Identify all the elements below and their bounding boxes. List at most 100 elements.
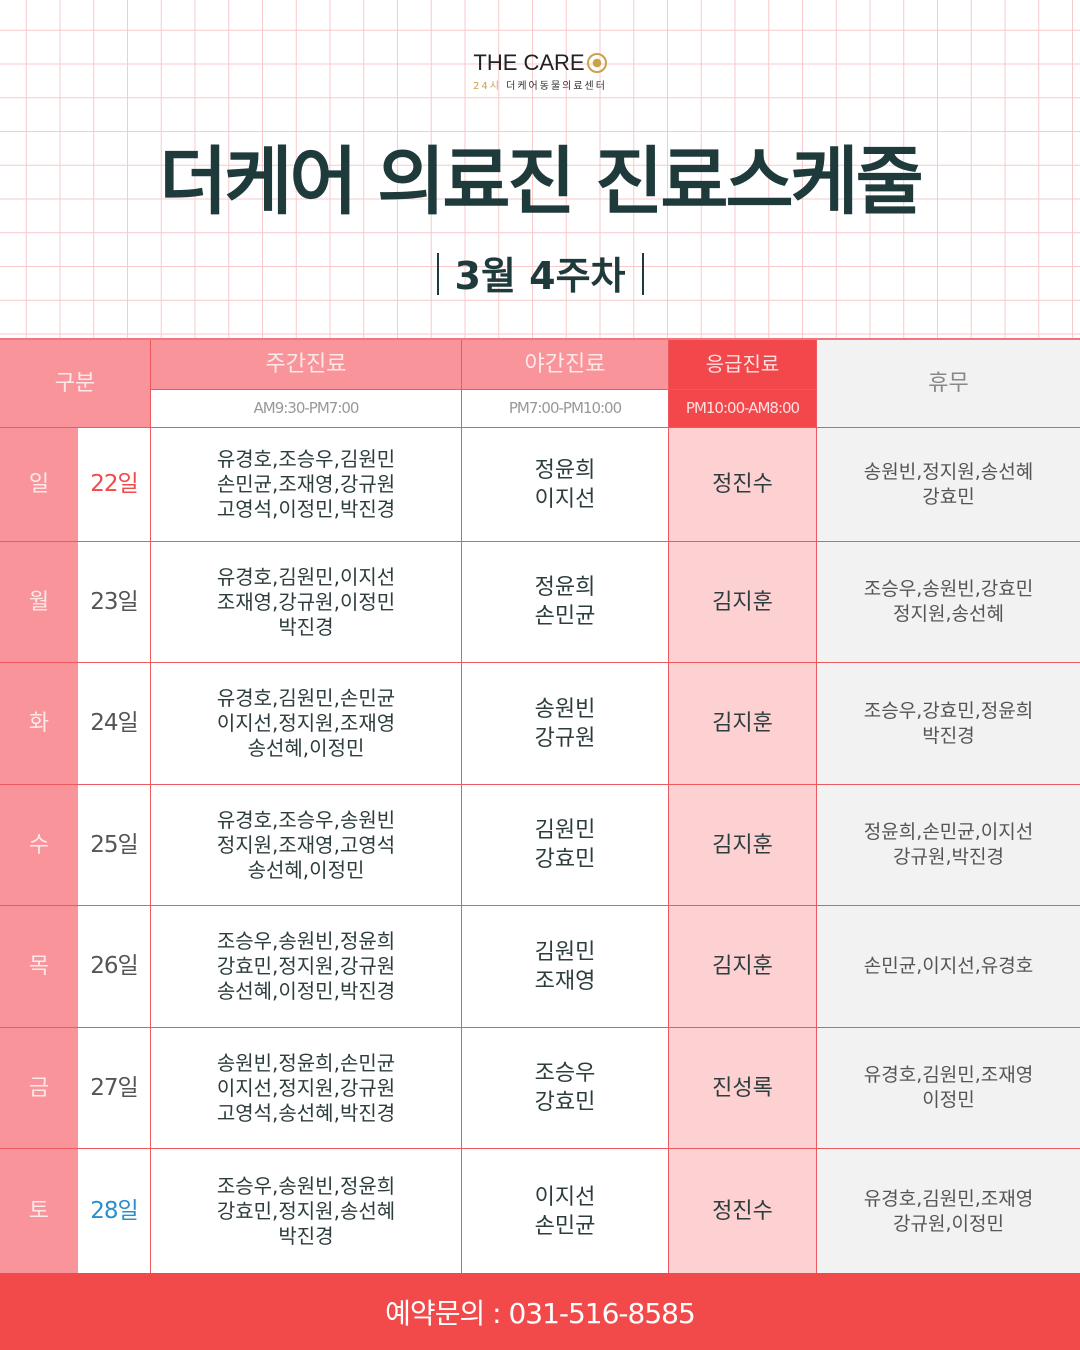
name-line: 유경호,김원민,손민균 <box>216 686 396 710</box>
header-night-shift: 야간진료 <box>462 340 669 390</box>
header-day-shift: 주간진료 <box>151 340 462 390</box>
date-cell: 23일 <box>78 542 151 663</box>
name-line: 정지원,송선혜 <box>893 603 1004 625</box>
emergency-cell: 진성록 <box>669 1028 817 1149</box>
date-cell: 28일 <box>78 1149 151 1275</box>
name-line: 이지선 <box>534 486 596 512</box>
name-line: 손민균 <box>534 1213 596 1239</box>
off-cell: 송원빈,정지원,송선혜 강효민 <box>817 428 1080 542</box>
name-line: 송선혜,이정민 <box>247 736 365 760</box>
name-line: 강효민,정지원,강규원 <box>216 954 396 978</box>
logo-name: 더케어동물의료센터 <box>506 81 607 92</box>
name-line: 정윤희,손민균,이지선 <box>863 821 1034 843</box>
name-line: 이지선 <box>534 1184 596 1210</box>
name-line: 정윤희 <box>534 575 596 600</box>
name-line: 강효민,정지원,송선혜 <box>216 1199 396 1223</box>
header-category: 구분 <box>0 340 151 428</box>
emergency-cell: 정진수 <box>669 428 817 542</box>
name-line: 유경호,김원민,조재영 <box>863 1064 1034 1086</box>
header-emergency-time: PM10:00-AM8:00 <box>669 390 817 428</box>
date-cell: 24일 <box>78 663 151 785</box>
date-cell: 27일 <box>78 1028 151 1149</box>
emergency-cell: 김지훈 <box>669 542 817 663</box>
night-shift-cell: 송원빈 강규원 <box>462 663 669 785</box>
name-line: 강규원 <box>534 725 596 751</box>
name-line: 조승우,송원빈,강효민 <box>863 578 1034 600</box>
name-line: 조승우,강효민,정윤희 <box>863 699 1034 722</box>
day-shift-cell: 조승우,송원빈,정윤희 강효민,정지원,강규원 송선혜,이정민,박진경 <box>151 906 462 1028</box>
date-cell: 22일 <box>78 428 151 542</box>
header-day-time: AM9:30-PM7:00 <box>151 390 462 428</box>
name-line: 정윤희 <box>534 457 596 483</box>
week-label: 3월 4주차 <box>0 245 1080 300</box>
name-line: 손민균 <box>534 604 596 629</box>
logo-emblem-icon <box>586 53 607 73</box>
name-line: 고영석,이정민,박진경 <box>216 497 396 521</box>
header-night-time: PM7:00-PM10:00 <box>462 390 669 428</box>
name-line: 박진경 <box>278 614 334 639</box>
emergency-cell: 김지훈 <box>669 663 817 785</box>
name-line: 강규원,박진경 <box>893 846 1004 868</box>
header-emergency: 응급진료 <box>669 340 817 390</box>
name-line: 조재영,강규원,이정민 <box>216 589 396 614</box>
name-line: 송선혜,이정민 <box>247 857 365 882</box>
date-cell: 25일 <box>78 785 151 906</box>
name-line: 정지원,조재영,고영석 <box>216 832 396 857</box>
name-line: 손민균,조재영,강규원 <box>216 472 396 496</box>
name-line: 강효민 <box>534 1090 596 1115</box>
name-line: 손민균,이지선,유경호 <box>863 955 1034 977</box>
emergency-cell: 김지훈 <box>669 906 817 1028</box>
name-line: 김원민 <box>534 939 596 965</box>
name-line: 고영석,송선혜,박진경 <box>216 1100 396 1125</box>
emergency-cell: 김지훈 <box>669 785 817 906</box>
name-line: 이지선,정지원,조재영 <box>216 711 396 735</box>
name-line: 조재영 <box>534 968 596 994</box>
weekday-cell: 화 <box>0 663 78 785</box>
page-title: 더케어 의료진 진료스케줄 <box>159 139 923 225</box>
logo-brand: THE CARE <box>473 50 585 75</box>
name-line: 유경호,김원민,조재영 <box>863 1187 1034 1210</box>
name-line: 유경호,조승우,송원빈 <box>216 807 396 832</box>
day-shift-cell: 유경호,김원민,이지선 조재영,강규원,이정민 박진경 <box>151 542 462 663</box>
name-line: 박진경 <box>278 1224 334 1248</box>
name-line: 송원빈,정지원,송선혜 <box>863 460 1034 483</box>
day-shift-cell: 유경호,조승우,송원빈 정지원,조재영,고영석 송선혜,이정민 <box>151 785 462 906</box>
weekday-cell: 수 <box>0 785 78 906</box>
name-line: 김원민 <box>534 818 596 843</box>
emergency-cell: 정진수 <box>669 1149 817 1275</box>
logo-hours: 24시 <box>473 81 501 92</box>
day-shift-cell: 유경호,김원민,손민균 이지선,정지원,조재영 송선혜,이정민 <box>151 663 462 785</box>
week-text: 3월 4주차 <box>454 254 626 298</box>
header-off: 휴무 <box>817 340 1080 428</box>
name-line: 강효민 <box>534 847 596 872</box>
off-cell: 손민균,이지선,유경호 <box>817 906 1080 1028</box>
name-line: 유경호,조승우,김원민 <box>216 447 396 471</box>
weekday-cell: 목 <box>0 906 78 1028</box>
grid-background: THE CARE 24시 더케어동물의료센터 더케어 의료진 진료스케줄 3월 … <box>0 0 1080 340</box>
name-line: 강효민 <box>922 485 975 508</box>
weekday-cell: 일 <box>0 428 78 542</box>
date-cell: 26일 <box>78 906 151 1028</box>
footer-contact: 예약문의 : 031-516-8585 <box>0 1273 1080 1350</box>
weekday-cell: 금 <box>0 1028 78 1149</box>
day-shift-cell: 조승우,송원빈,정윤희 강효민,정지원,송선혜 박진경 <box>151 1149 462 1275</box>
day-shift-cell: 송원빈,정윤희,손민균 이지선,정지원,강규원 고영석,송선혜,박진경 <box>151 1028 462 1149</box>
name-line: 이지선,정지원,강규원 <box>216 1075 396 1100</box>
name-line: 조승우,송원빈,정윤희 <box>216 1174 396 1198</box>
name-line: 조승우 <box>534 1061 596 1086</box>
name-line: 송원빈,정윤희,손민균 <box>216 1050 396 1075</box>
off-cell: 조승우,강효민,정윤희 박진경 <box>817 663 1080 785</box>
name-line: 강규원,이정민 <box>893 1212 1004 1235</box>
name-line: 이정민 <box>922 1089 975 1111</box>
logo: THE CARE 24시 더케어동물의료센터 <box>0 50 1080 92</box>
name-line: 조승우,송원빈,정윤희 <box>216 929 396 953</box>
name-line: 박진경 <box>922 724 975 747</box>
weekday-cell: 월 <box>0 542 78 663</box>
